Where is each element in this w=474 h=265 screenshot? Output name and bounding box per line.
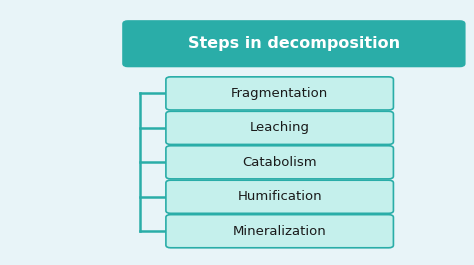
Text: Mineralization: Mineralization <box>233 225 327 238</box>
Text: Humification: Humification <box>237 190 322 203</box>
FancyBboxPatch shape <box>166 146 393 179</box>
Text: Fragmentation: Fragmentation <box>231 87 328 100</box>
FancyBboxPatch shape <box>166 77 393 110</box>
Text: Steps in decomposition: Steps in decomposition <box>188 36 400 51</box>
FancyBboxPatch shape <box>166 215 393 248</box>
FancyBboxPatch shape <box>123 21 465 66</box>
Text: Catabolism: Catabolism <box>242 156 317 169</box>
FancyBboxPatch shape <box>166 111 393 144</box>
Text: Leaching: Leaching <box>250 121 310 134</box>
FancyBboxPatch shape <box>166 180 393 213</box>
